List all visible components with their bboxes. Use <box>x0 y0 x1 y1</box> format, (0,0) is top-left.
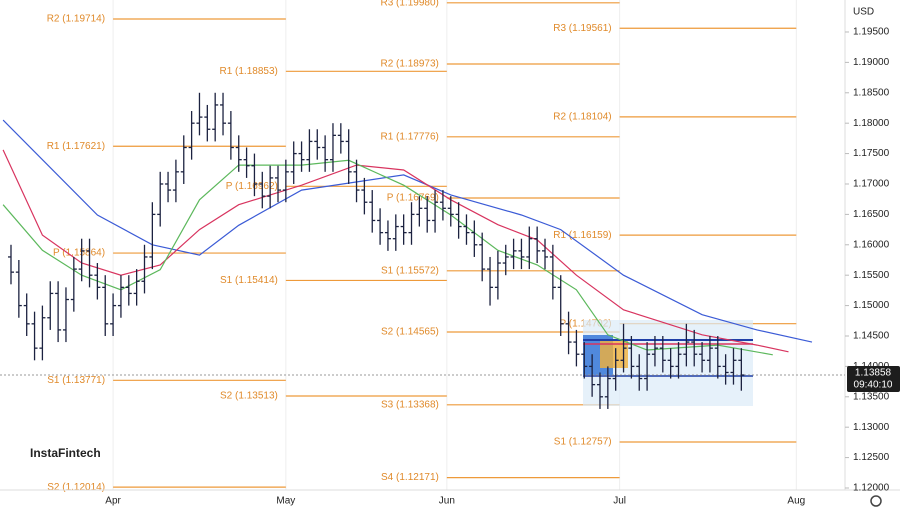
pivot-label: R1 (1.17621) <box>47 141 105 152</box>
pivot-label: S1 (1.13771) <box>47 375 105 386</box>
y-tick-label: 1.14500 <box>853 331 890 342</box>
y-tick-label: 1.15000 <box>853 300 890 311</box>
pivot-label: R2 (1.18973) <box>380 59 438 70</box>
price-axis-panel <box>845 0 900 510</box>
last-time-label: 09:40:10 <box>854 380 893 391</box>
pivot-label: P (1.16769) <box>387 193 439 204</box>
y-tick-label: 1.15500 <box>853 270 890 281</box>
x-tick-label: May <box>276 496 295 507</box>
moving-average <box>2 159 773 356</box>
x-tick-label: Apr <box>105 496 121 507</box>
pivot-label: P (1.16962) <box>226 181 278 192</box>
y-tick-label: 1.16000 <box>853 239 890 250</box>
pivot-label: R3 (1.19561) <box>553 23 611 34</box>
y-tick-label: 1.12000 <box>853 483 890 494</box>
x-tick-label: Jul <box>613 496 626 507</box>
pivot-label: S3 (1.13368) <box>381 399 439 410</box>
y-tick-label: 1.13500 <box>853 391 890 402</box>
pivot-label: S4 (1.12171) <box>381 472 439 483</box>
currency: USD <box>853 7 874 18</box>
pivot-label: S2 (1.12014) <box>47 482 105 493</box>
y-tick-label: 1.16500 <box>853 209 890 220</box>
pivot-label: S2 (1.14565) <box>381 327 439 338</box>
y-tick-label: 1.18000 <box>853 118 890 129</box>
y-tick-label: 1.13000 <box>853 422 890 433</box>
volume-profile <box>583 320 753 406</box>
pivot-label: R1 (1.18853) <box>219 66 277 77</box>
pivot-label: R2 (1.19714) <box>47 14 105 25</box>
y-tick-label: 1.17500 <box>853 148 890 159</box>
x-tick-label: Aug <box>787 496 805 507</box>
pivot-label: S1 (1.12757) <box>554 437 612 448</box>
last-price-label: 1.13858 <box>855 368 892 379</box>
watermark: InstaFintech <box>30 446 101 460</box>
y-tick-label: 1.19000 <box>853 57 890 68</box>
pivot-label: S1 (1.15414) <box>220 275 278 286</box>
pivot-label: R2 (1.18104) <box>553 112 611 123</box>
y-tick-label: 1.19500 <box>853 27 890 38</box>
settings-icon[interactable] <box>870 495 882 507</box>
pivot-label: P (1.15864) <box>53 248 105 259</box>
pivot-label: R1 (1.16159) <box>553 230 611 241</box>
pivot-label: R1 (1.17776) <box>380 131 438 142</box>
y-tick-label: 1.17000 <box>853 179 890 190</box>
last-price-box <box>847 366 900 393</box>
x-tick-label: Jun <box>439 496 455 507</box>
moving-average <box>2 149 789 353</box>
y-tick-label: 1.18500 <box>853 87 890 98</box>
pivot-label: S1 (1.15572) <box>381 265 439 276</box>
pivot-label: R3 (1.19980) <box>380 0 438 8</box>
pivot-label: S2 (1.13513) <box>220 391 278 402</box>
y-tick-label: 1.12500 <box>853 452 890 463</box>
